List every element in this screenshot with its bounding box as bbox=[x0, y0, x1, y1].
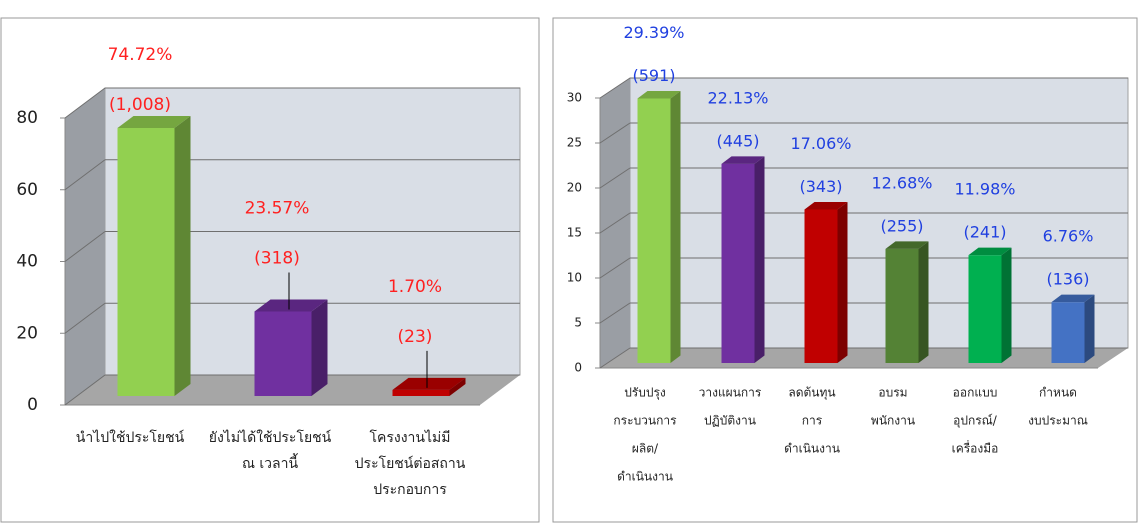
y-tick-label: 15 bbox=[567, 226, 582, 240]
bar bbox=[885, 248, 919, 363]
x-tick-label: ประกอบการ bbox=[373, 482, 447, 498]
bar-side bbox=[670, 90, 681, 364]
count-label: (318) bbox=[254, 248, 300, 268]
count-label: (445) bbox=[716, 131, 759, 150]
count-label: (255) bbox=[880, 216, 923, 235]
count-label: (136) bbox=[1046, 270, 1089, 289]
bar-top bbox=[1051, 294, 1095, 303]
x-tick-label: วางแผนการ bbox=[699, 386, 762, 400]
value-label: 6.76% bbox=[1043, 227, 1094, 246]
y-tick-label: 60 bbox=[16, 180, 38, 200]
value-label: 1.70% bbox=[388, 277, 442, 297]
grid-line bbox=[64, 302, 106, 334]
grid-line bbox=[64, 87, 106, 119]
y-tick-label: 25 bbox=[567, 136, 582, 150]
x-tick-label: ณ เวลานี้ bbox=[242, 453, 299, 472]
x-tick-label: ดำเนินงาน bbox=[617, 470, 673, 484]
value-label: 22.13% bbox=[707, 88, 768, 107]
y-tick-label: 20 bbox=[16, 323, 38, 343]
grid-line bbox=[64, 374, 106, 406]
y-tick-label: 5 bbox=[574, 316, 582, 330]
grid-line bbox=[599, 212, 631, 234]
bar-side bbox=[174, 115, 191, 396]
y-tick-label: 0 bbox=[27, 395, 38, 415]
y-tick-label: 20 bbox=[567, 181, 582, 195]
x-tick-label: เครื่องมือ bbox=[952, 440, 999, 456]
value-label: 11.98% bbox=[954, 180, 1015, 199]
grid-line bbox=[599, 122, 631, 144]
value-label: 23.57% bbox=[245, 198, 310, 218]
bar-side bbox=[1084, 294, 1095, 363]
x-tick-label: ประโยชน์ต่อสถาน bbox=[355, 455, 466, 472]
count-label: (241) bbox=[963, 223, 1006, 242]
x-tick-label: ลดต้นทุน bbox=[788, 386, 835, 401]
bar-side bbox=[837, 201, 848, 363]
bar-side bbox=[918, 241, 929, 363]
value-label: 29.39% bbox=[623, 23, 684, 42]
count-label: (1,008) bbox=[109, 95, 171, 115]
bar-top bbox=[392, 377, 466, 390]
x-tick-label: โครงงานไม่มี bbox=[369, 429, 450, 446]
bar bbox=[392, 389, 450, 396]
bar bbox=[637, 98, 671, 364]
bar-top bbox=[254, 299, 328, 312]
bar bbox=[254, 311, 312, 396]
count-label: (23) bbox=[398, 327, 433, 347]
bar-top bbox=[804, 201, 848, 210]
x-tick-label: การ bbox=[802, 414, 823, 428]
x-tick-label: ผลิต/ bbox=[632, 442, 659, 456]
value-label: 74.72% bbox=[108, 45, 173, 65]
x-tick-label: ยังไม่ได้ใช้ประโยชน์ bbox=[209, 429, 332, 446]
bar-side bbox=[1001, 247, 1012, 363]
x-tick-label: งบประมาณ bbox=[1028, 414, 1088, 428]
y-tick-label: 40 bbox=[16, 252, 38, 272]
bar bbox=[804, 209, 838, 363]
grid-line bbox=[599, 257, 631, 279]
grid-line bbox=[599, 302, 631, 324]
x-tick-label: อบรม bbox=[878, 386, 907, 400]
value-label: 17.06% bbox=[790, 134, 851, 153]
y-tick-label: 80 bbox=[16, 108, 38, 128]
value-label: 12.68% bbox=[871, 173, 932, 192]
x-tick-label: อุปกรณ์/ bbox=[953, 414, 998, 429]
count-label: (591) bbox=[632, 66, 675, 85]
grid-line bbox=[64, 231, 106, 262]
bar-side bbox=[754, 156, 765, 363]
x-tick-label: กระบวนการ bbox=[613, 414, 677, 428]
bar-top bbox=[968, 247, 1012, 256]
bar-top bbox=[885, 241, 929, 249]
grid-line bbox=[599, 347, 631, 369]
bar bbox=[968, 255, 1002, 363]
bar-side bbox=[449, 377, 466, 396]
bar-top bbox=[637, 90, 681, 99]
bar bbox=[1051, 302, 1085, 363]
grid-line bbox=[64, 159, 106, 191]
x-tick-label: พนักงาน bbox=[871, 414, 915, 428]
x-tick-label: ปรับปรุง bbox=[624, 386, 666, 401]
y-tick-label: 30 bbox=[567, 91, 582, 105]
bar bbox=[721, 163, 755, 363]
x-tick-label: ปฏิบัติงาน bbox=[704, 414, 756, 428]
count-label: (343) bbox=[799, 177, 842, 196]
x-tick-label: กำหนด bbox=[1039, 386, 1077, 400]
bar bbox=[117, 127, 175, 396]
y-tick-label: 10 bbox=[567, 271, 582, 285]
x-tick-label: ดำเนินงาน bbox=[784, 442, 840, 456]
y-tick-label: 0 bbox=[574, 361, 582, 375]
grid-line bbox=[599, 77, 631, 99]
x-tick-label: นำไปใช้ประโยชน์ bbox=[76, 429, 185, 446]
bar-top bbox=[721, 156, 765, 164]
grid-line bbox=[599, 167, 631, 189]
bar-side bbox=[311, 299, 328, 396]
x-tick-label: ออกแบบ bbox=[953, 386, 998, 400]
bar-top bbox=[117, 115, 191, 128]
